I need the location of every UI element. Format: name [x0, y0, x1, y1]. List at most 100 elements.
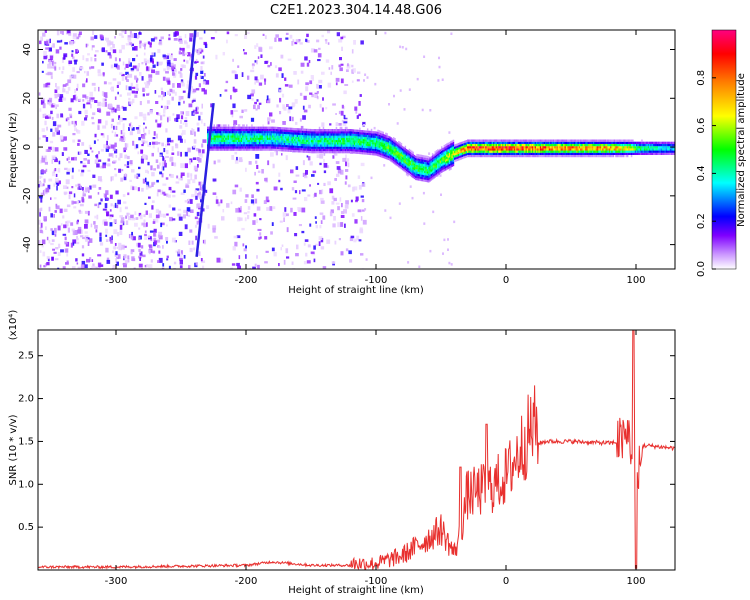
ridge-cell — [409, 167, 412, 170]
ridge-cell — [327, 133, 330, 136]
ridge-cell — [403, 162, 405, 165]
ridge-cell — [325, 135, 327, 138]
noise-cell — [180, 172, 185, 176]
ridge-cell — [500, 139, 503, 142]
noise-cell — [172, 83, 175, 88]
ridge-cell — [382, 155, 384, 159]
noise-cell — [335, 77, 340, 82]
ridge-cell — [585, 139, 587, 142]
ridge-cell — [420, 172, 422, 175]
noise-cell — [253, 213, 257, 217]
noise-cell — [438, 56, 440, 60]
ridge-cell — [555, 146, 557, 149]
ridge-cell — [322, 146, 325, 149]
noise-cell — [247, 210, 250, 214]
ridge-cell — [303, 143, 305, 147]
noise-cell — [168, 204, 172, 208]
ridge-cell — [359, 151, 361, 155]
noise-cell — [39, 250, 42, 253]
noise-cell — [63, 224, 67, 229]
noise-cell — [365, 258, 368, 261]
ridge-cell — [210, 135, 213, 138]
ridge-cell — [303, 150, 305, 153]
ridge-cell — [226, 141, 228, 145]
noise-cell — [341, 104, 344, 109]
ridge-cell — [461, 150, 464, 153]
ridge-cell — [266, 146, 269, 149]
ridge-cell — [426, 158, 429, 161]
ridge-cell — [361, 147, 364, 150]
ridge-cell — [318, 129, 321, 132]
ridge-cell — [421, 163, 423, 166]
ridge-cell — [262, 135, 265, 138]
noise-cell — [44, 120, 47, 126]
ridge-cell — [457, 156, 460, 159]
ridge-cell — [444, 161, 447, 164]
noise-cell — [383, 164, 386, 167]
ridge-cell — [353, 138, 356, 141]
noise-cell — [256, 188, 260, 192]
ridge-cell — [359, 129, 361, 133]
ridge-cell — [408, 155, 410, 158]
ridge-cell — [255, 133, 257, 136]
ridge-cell — [370, 148, 373, 151]
noise-cell — [127, 92, 131, 96]
ridge-cell — [459, 157, 461, 161]
ridge-cell — [529, 143, 531, 147]
ridge-cell — [431, 155, 434, 158]
noise-cell — [416, 77, 419, 81]
ridge-cell — [305, 141, 308, 145]
ridge-cell — [548, 148, 551, 151]
ridge-cell — [446, 143, 448, 146]
ridge-cell — [269, 144, 271, 147]
noise-cell — [320, 200, 325, 204]
ridge-cell — [308, 133, 310, 136]
ridge-cell — [548, 143, 551, 147]
ridge-cell — [422, 159, 425, 162]
ridge-cell — [415, 160, 417, 163]
ridge-cell — [225, 137, 227, 140]
noise-cell — [230, 110, 234, 115]
noise-cell — [251, 98, 254, 101]
ridge-cell — [441, 146, 443, 149]
ridge-cell — [238, 126, 240, 129]
noise-cell — [234, 159, 239, 164]
noise-cell — [153, 131, 156, 136]
noise-cell — [135, 77, 138, 81]
noise-cell — [97, 176, 102, 182]
ridge-cell — [259, 135, 261, 138]
noise-cell — [359, 94, 362, 97]
noise-cell — [114, 36, 116, 39]
ridge-cell — [238, 135, 240, 138]
ridge-cell — [524, 141, 526, 144]
ridge-cell — [279, 144, 282, 147]
ridge-cell — [209, 148, 212, 151]
ridge-cell — [213, 135, 215, 138]
noise-cell — [66, 117, 70, 121]
ridge-cell — [551, 154, 553, 158]
ridge-cell — [313, 148, 316, 152]
noise-cell — [67, 79, 72, 84]
noise-cell — [73, 41, 76, 44]
ridge-cell — [316, 144, 318, 147]
ridge-cell — [538, 154, 540, 158]
noise-cell — [150, 52, 155, 56]
ridge-cell — [343, 148, 345, 152]
noise-cell — [254, 101, 257, 105]
ridge-cell — [555, 148, 557, 151]
noise-cell — [181, 130, 186, 135]
noise-cell — [72, 239, 77, 244]
ridge-cell — [377, 131, 379, 135]
ridge-cell — [526, 139, 529, 142]
noise-cell — [121, 105, 124, 109]
noise-cell — [139, 251, 143, 256]
noise-cell — [314, 216, 317, 219]
ridge-cell — [304, 139, 306, 142]
ridge-cell — [269, 146, 271, 149]
ridge-cell — [286, 140, 288, 143]
noise-cell — [151, 172, 155, 177]
ridge-cell — [412, 171, 414, 174]
ridge-cell — [351, 142, 353, 145]
noise-cell — [118, 254, 121, 259]
ridge-cell — [512, 148, 514, 151]
